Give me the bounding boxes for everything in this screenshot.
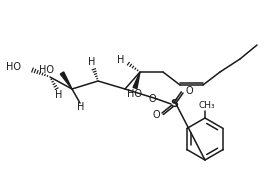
Text: H: H	[88, 57, 96, 67]
Text: O: O	[152, 110, 160, 120]
Text: HO: HO	[127, 89, 141, 99]
Text: H: H	[117, 55, 125, 65]
Text: HO: HO	[39, 65, 54, 75]
Text: H: H	[77, 102, 85, 112]
Polygon shape	[133, 72, 140, 89]
Text: H: H	[55, 90, 63, 100]
Text: HO: HO	[6, 62, 21, 72]
Text: S: S	[170, 99, 178, 109]
Text: O: O	[148, 94, 156, 104]
Polygon shape	[60, 72, 72, 89]
Text: O: O	[185, 86, 193, 96]
Text: CH₃: CH₃	[199, 101, 215, 110]
